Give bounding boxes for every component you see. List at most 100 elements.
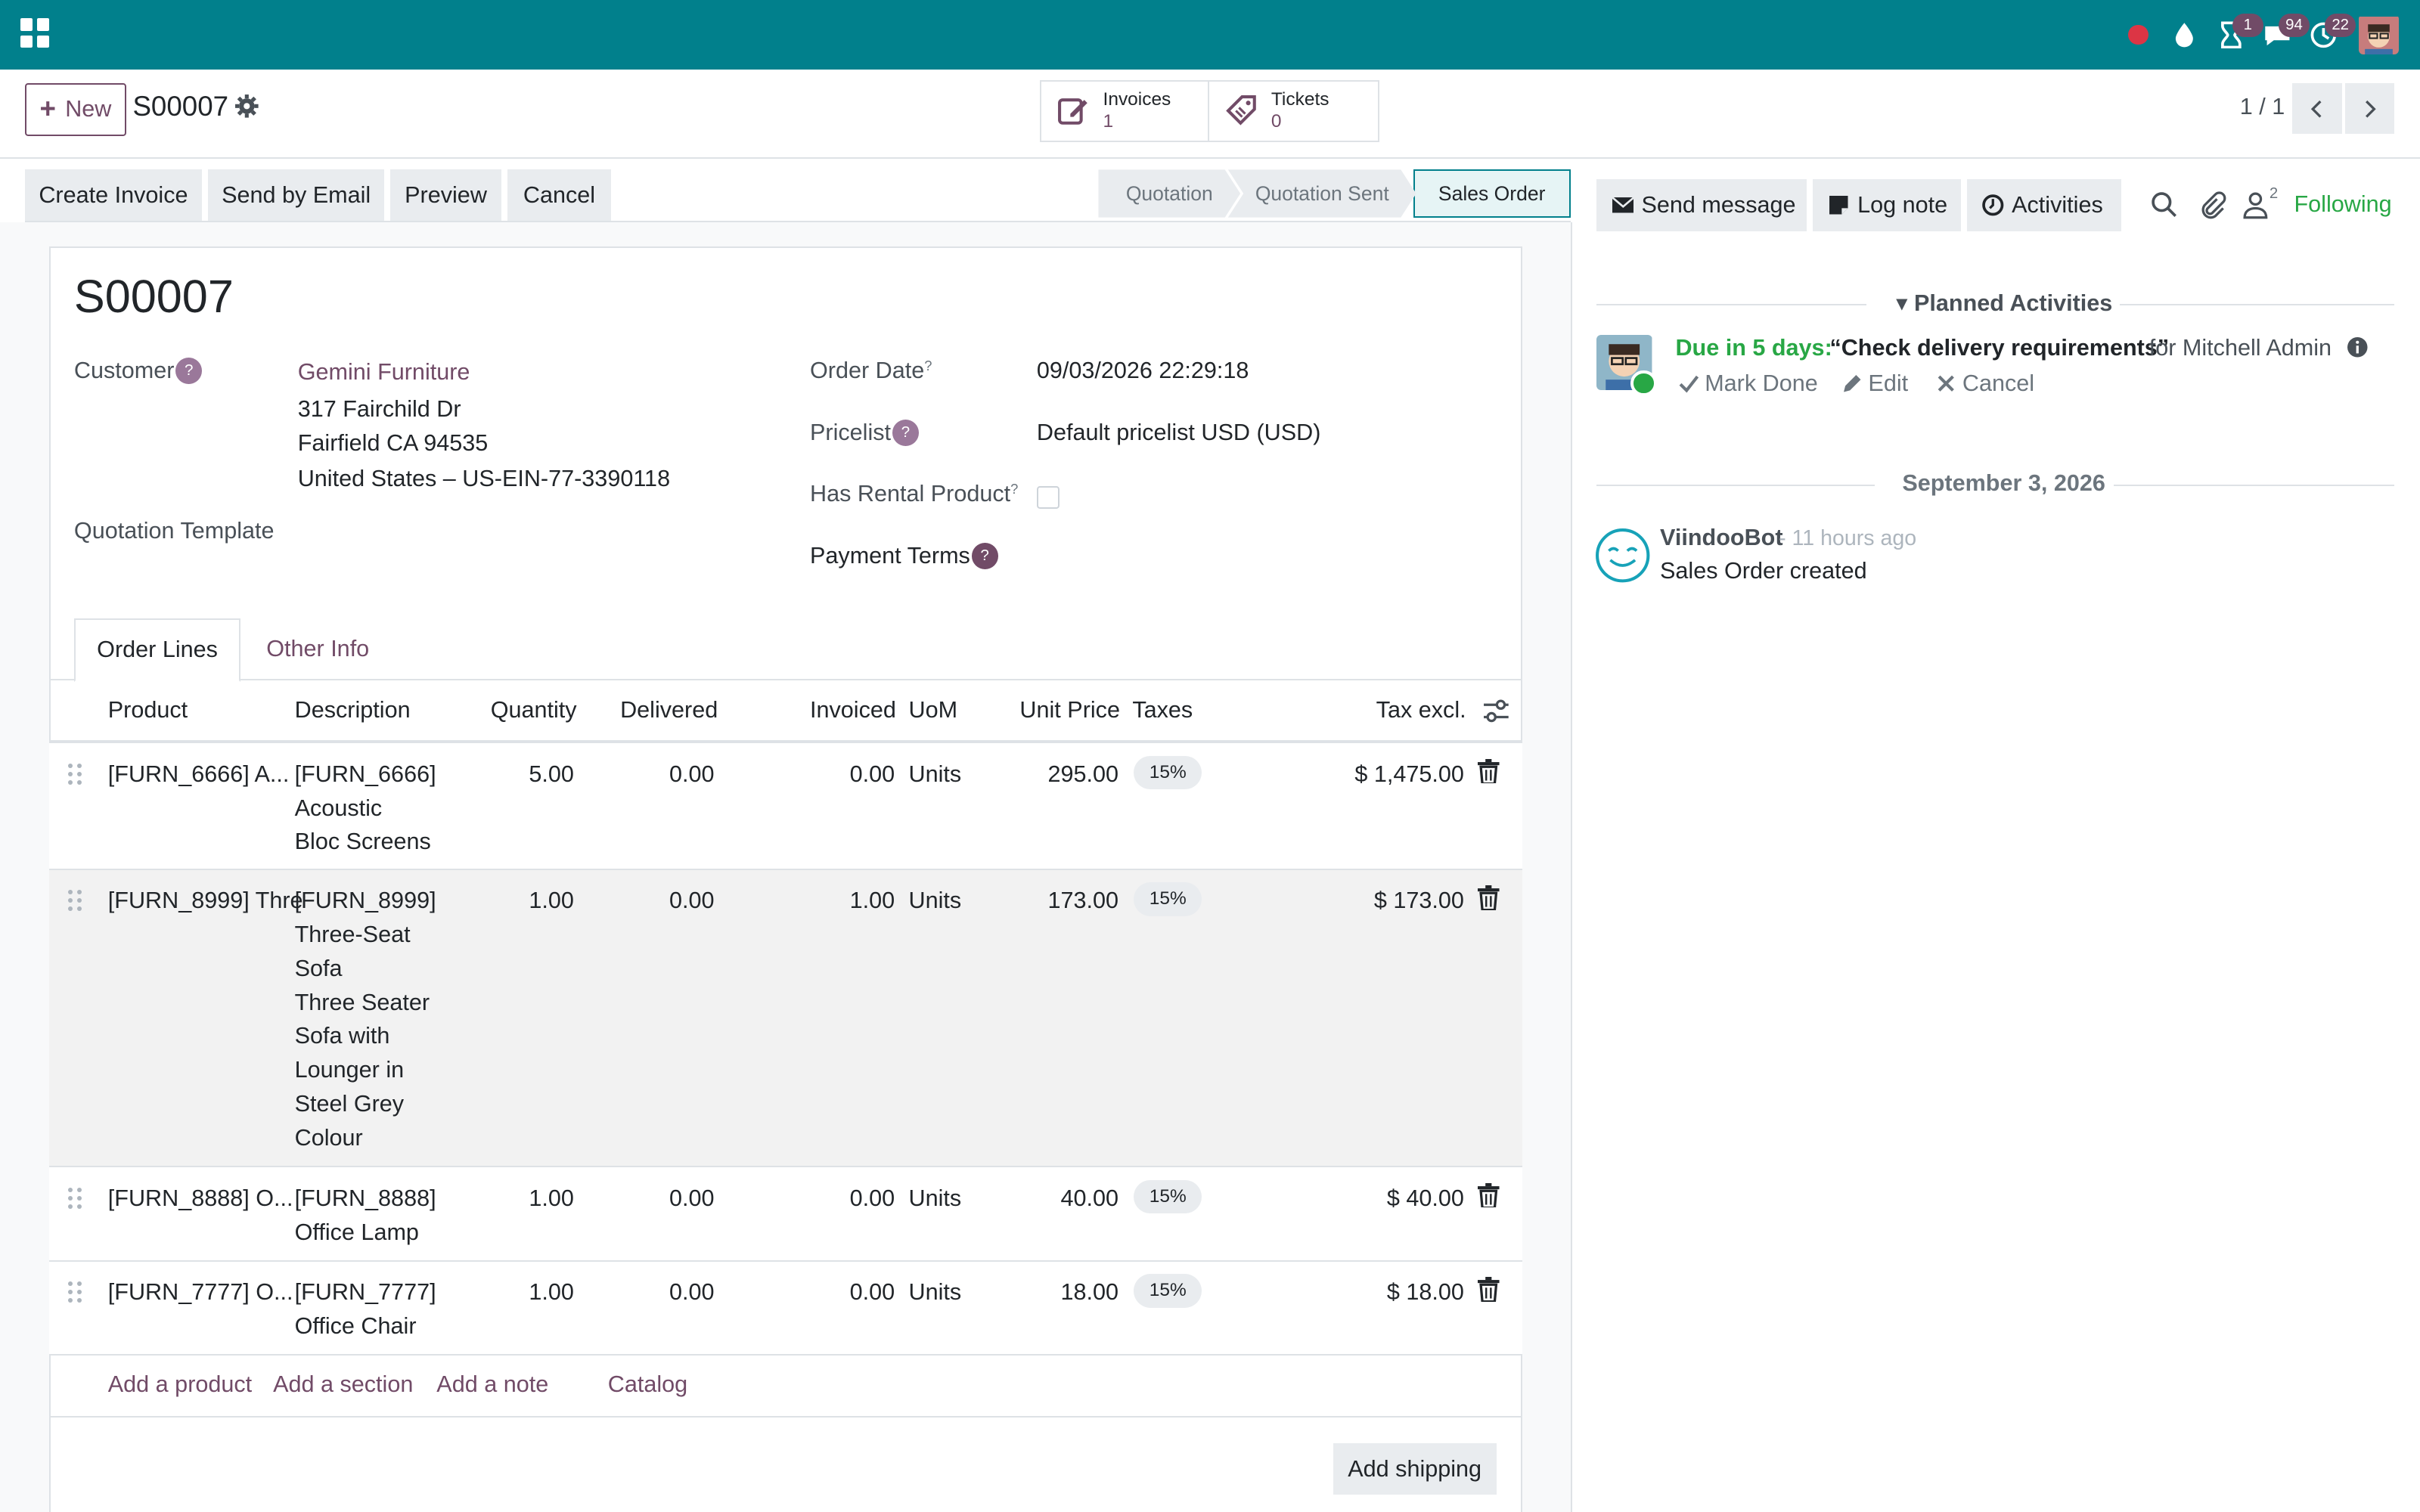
table-row[interactable]: [FURN_7777] O... [FURN_7777] Office Chair… (49, 1261, 1523, 1356)
mark-done-button[interactable]: Mark Done (1679, 370, 1818, 397)
table-row[interactable]: [FURN_8999] Thre [FURN_8999] Three-Seat So… (49, 869, 1523, 1168)
quantity-cell[interactable]: 1.00 (529, 1185, 574, 1211)
tax-badge[interactable]: 15% (1134, 755, 1202, 790)
column-header-description[interactable]: Description (294, 697, 411, 723)
apps-menu-icon[interactable] (20, 18, 50, 48)
send-message-button[interactable]: Send message (1596, 178, 1807, 231)
tickets-smart-button[interactable]: Tickets 0 (1209, 82, 1377, 141)
delivered-cell[interactable]: 0.00 (669, 761, 715, 787)
uom-cell[interactable]: Units (908, 1185, 962, 1211)
column-header-tax-excl[interactable]: Tax excl. (1376, 697, 1466, 723)
log-note-button[interactable]: Log note (1813, 178, 1961, 231)
drag-handle-icon[interactable] (67, 1281, 83, 1303)
help-icon[interactable]: ? (971, 543, 998, 569)
create-invoice-button[interactable]: Create Invoice (24, 169, 203, 221)
table-row[interactable]: [FURN_8888] O... [FURN_8888] Office Lamp … (49, 1167, 1523, 1262)
column-header-delivered[interactable]: Delivered (620, 697, 718, 723)
help-icon[interactable]: ? (175, 358, 203, 384)
sliders-icon[interactable] (1482, 697, 1510, 725)
pager-previous-button[interactable] (2292, 83, 2342, 135)
quantity-cell[interactable]: 1.00 (529, 887, 574, 913)
pager-next-button[interactable] (2344, 83, 2395, 135)
drag-handle-icon[interactable] (67, 1187, 83, 1210)
planned-activities-toggle[interactable]: ▾ Planned Activities (1896, 290, 2113, 316)
add-section-link[interactable]: Add a section (273, 1371, 414, 1397)
unit-price-cell[interactable]: 173.00 (1047, 887, 1118, 913)
drag-handle-icon[interactable] (67, 890, 83, 912)
add-note-link[interactable]: Add a note (436, 1371, 549, 1397)
rental-checkbox[interactable] (1036, 485, 1060, 510)
tax-badge[interactable]: 15% (1134, 881, 1202, 916)
description-cell[interactable]: [FURN_8888] Office Lamp (294, 1185, 436, 1245)
product-cell[interactable]: [FURN_8999] Thre (107, 887, 303, 913)
delivered-cell[interactable]: 0.00 (669, 1185, 715, 1211)
delivered-cell[interactable]: 0.00 (669, 887, 715, 913)
pager-value[interactable]: 1 / 1 (2239, 94, 2285, 120)
tab-order-lines[interactable]: Order Lines (73, 618, 241, 682)
help-icon[interactable]: ? (892, 419, 919, 446)
column-header-product[interactable]: Product (107, 697, 188, 723)
trash-icon[interactable] (1478, 1277, 1500, 1302)
activity-user-avatar[interactable] (1596, 334, 1652, 391)
tax-badge[interactable]: 15% (1134, 1274, 1202, 1308)
tab-other-info[interactable]: Other Info (266, 636, 370, 662)
record-status-tray[interactable] (2115, 0, 2161, 70)
edit-activity-button[interactable]: Edit (1842, 370, 1908, 397)
activities-tray[interactable]: 1 (2207, 0, 2263, 70)
paperclip-icon[interactable] (2197, 190, 2228, 221)
column-header-quantity[interactable]: Quantity (490, 697, 577, 723)
column-header-uom[interactable]: UoM (908, 697, 958, 723)
order-date-value[interactable]: 09/03/2026 22:29:18 (1036, 358, 1249, 384)
trash-icon[interactable] (1478, 758, 1500, 784)
unit-price-cell[interactable]: 40.00 (1060, 1185, 1118, 1211)
description-cell[interactable]: [FURN_7777] Office Chair (294, 1279, 436, 1339)
info-icon[interactable] (2347, 336, 2369, 358)
tax-badge[interactable]: 15% (1134, 1179, 1202, 1214)
pricelist-value[interactable]: Default pricelist USD (USD) (1036, 419, 1321, 445)
stage-quotation-sent[interactable]: Quotation Sent (1228, 169, 1416, 217)
column-header-taxes[interactable]: Taxes (1132, 697, 1193, 723)
drag-handle-icon[interactable] (67, 763, 83, 785)
unit-price-cell[interactable]: 18.00 (1060, 1279, 1118, 1306)
product-cell[interactable]: [FURN_7777] O... (107, 1279, 293, 1306)
messages-tray[interactable]: 94 (2254, 0, 2310, 70)
description-cell[interactable]: [FURN_6666] Acoustic Bloc Screens (294, 761, 436, 855)
drop-tray[interactable] (2161, 0, 2207, 70)
send-by-email-button[interactable]: Send by Email (208, 169, 384, 221)
catalog-link[interactable]: Catalog (607, 1371, 688, 1397)
column-header-unit-price[interactable]: Unit Price (1019, 697, 1120, 723)
clock-tray[interactable]: 22 (2301, 0, 2356, 70)
uom-cell[interactable]: Units (908, 887, 962, 913)
search-icon[interactable] (2149, 190, 2180, 221)
gear-icon[interactable] (234, 94, 259, 119)
column-header-invoiced[interactable]: Invoiced (809, 697, 896, 723)
quantity-cell[interactable]: 5.00 (529, 761, 574, 787)
product-cell[interactable]: [FURN_6666] A... (107, 761, 290, 787)
uom-cell[interactable]: Units (908, 1279, 962, 1306)
table-row[interactable]: [FURN_6666] A... [FURN_6666] Acoustic Bloc… (49, 743, 1523, 870)
uom-cell[interactable]: Units (908, 761, 962, 787)
activities-button[interactable]: Activities (1967, 178, 2121, 231)
trash-icon[interactable] (1478, 1182, 1500, 1208)
new-button[interactable]: + New (24, 83, 127, 136)
quantity-cell[interactable]: 1.00 (529, 1279, 574, 1306)
user-avatar[interactable] (2359, 14, 2400, 55)
stage-quotation[interactable]: Quotation (1098, 169, 1240, 217)
message-author[interactable]: ViindooBot (1660, 524, 1783, 550)
customer-name-link[interactable]: Gemini Furniture (297, 359, 470, 386)
preview-button[interactable]: Preview (390, 169, 501, 221)
cancel-activity-button[interactable]: Cancel (1936, 370, 2034, 397)
trash-icon[interactable] (1478, 885, 1500, 910)
product-cell[interactable]: [FURN_8888] O... (107, 1185, 293, 1211)
cancel-order-button[interactable]: Cancel (507, 169, 611, 221)
invoices-smart-button[interactable]: Invoices 1 (1041, 82, 1210, 141)
description-cell[interactable]: [FURN_8999] Three-Seat Sofa Three Seater Sof… (294, 887, 436, 1151)
add-product-link[interactable]: Add a product (107, 1371, 253, 1397)
systray: 1 94 22 (2115, 0, 2400, 70)
followers-icon[interactable] (2240, 190, 2271, 221)
add-shipping-button[interactable]: Add shipping (1333, 1443, 1497, 1495)
delivered-cell[interactable]: 0.00 (669, 1279, 715, 1306)
stage-sales-order[interactable]: Sales Order (1413, 169, 1571, 218)
unit-price-cell[interactable]: 295.00 (1047, 761, 1118, 787)
following-button[interactable]: Following (2294, 191, 2392, 217)
